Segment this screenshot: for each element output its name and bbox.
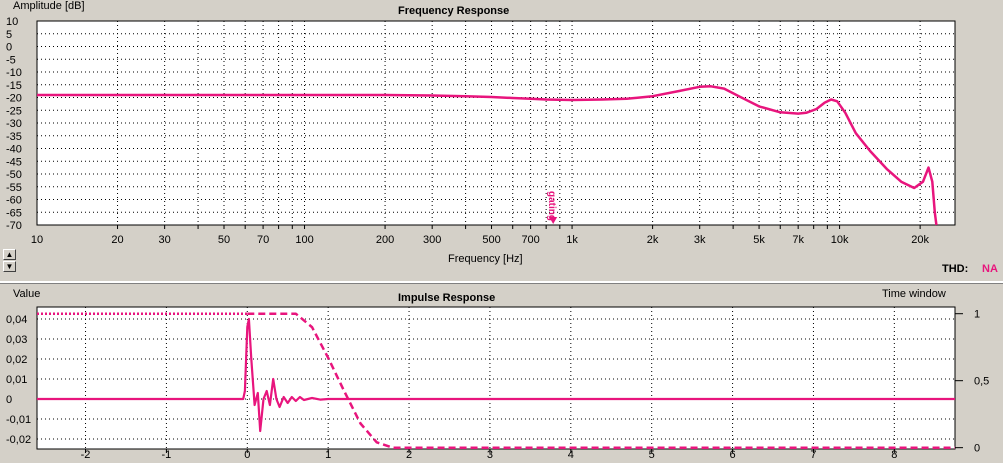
arrow-up-icon: ▲ [5, 250, 14, 259]
freq-ylabel: Amplitude [dB] [13, 0, 85, 12]
freq-y-tick: 0 [6, 42, 12, 54]
impulse-y2-tick: 0 [974, 443, 980, 455]
freq-x-tick: 5k [753, 234, 765, 246]
freq-y-tick: -5 [6, 54, 16, 66]
impulse-y-tick: 0,02 [6, 354, 27, 366]
impulse-y-tick: 0,04 [6, 314, 27, 326]
arrow-down-icon: ▼ [5, 262, 14, 271]
freq-y-tick: -70 [6, 220, 22, 232]
freq-x-tick: 30 [159, 234, 171, 246]
gating-marker-icon [549, 217, 558, 224]
freq-y-tick: -10 [6, 67, 22, 79]
freq-y-tick: -60 [6, 195, 22, 207]
freq-xlabel: Frequency [Hz] [448, 253, 523, 265]
impulse-x-tick: 2 [406, 449, 412, 461]
impulse-y2-tick: 0,5 [974, 376, 989, 388]
freq-response-line [37, 85, 938, 226]
impulse-x-tick: 8 [891, 449, 897, 461]
thd-value: NA [982, 263, 998, 275]
freq-x-tick: 200 [376, 234, 394, 246]
impulse-x-tick: 5 [649, 449, 655, 461]
impulse-response-line [37, 317, 955, 433]
thd-label: THD: [942, 263, 969, 275]
freq-y-tick: -30 [6, 118, 22, 130]
freq-x-tick: 10 [31, 234, 43, 246]
freq-x-tick: 20 [111, 234, 123, 246]
freq-x-tick: 100 [295, 234, 313, 246]
impulse-y-tick: 0 [6, 394, 12, 406]
freq-x-tick: 70 [257, 234, 269, 246]
freq-title: Frequency Response [398, 5, 510, 17]
freq-y-tick: 10 [6, 16, 18, 28]
freq-y-tick: -40 [6, 144, 22, 156]
freq-x-tick: 50 [218, 234, 230, 246]
freq-x-tick: 7k [792, 234, 804, 246]
impulse-y-tick: 0,03 [6, 334, 27, 346]
impulse-y2label: Time window [882, 288, 946, 300]
freq-y-tick: -50 [6, 169, 22, 181]
freq-x-tick: 1k [566, 234, 578, 246]
impulse-x-tick: -1 [162, 449, 172, 461]
impulse-x-tick: 3 [487, 449, 493, 461]
impulse-ylabel: Value [13, 288, 41, 300]
time-window-line-dashed [247, 312, 955, 449]
freq-y-tick: -65 [6, 207, 22, 219]
freq-x-tick: 3k [694, 234, 706, 246]
freq-y-tick: -15 [6, 80, 22, 92]
freq-y-tick: -35 [6, 131, 22, 143]
impulse-x-tick: 0 [244, 449, 250, 461]
freq-x-tick: 20k [911, 234, 929, 246]
impulse-y2-tick: 1 [974, 309, 980, 321]
impulse-y-tick: -0,01 [6, 414, 31, 426]
impulse-y-tick: 0,01 [6, 374, 27, 386]
impulse-x-tick: 4 [568, 449, 574, 461]
impulse-y-tick: -0,02 [6, 434, 31, 446]
impulse-plot-area [36, 306, 956, 450]
panel-splitter[interactable] [0, 281, 1003, 283]
freq-x-tick: 300 [423, 234, 441, 246]
impulse-x-tick: 6 [730, 449, 736, 461]
freq-y-tick: -25 [6, 105, 22, 117]
freq-x-tick: 500 [482, 234, 500, 246]
freq-x-tick: 2k [647, 234, 659, 246]
scroll-down-button[interactable]: ▼ [3, 261, 16, 272]
freq-y-tick: -45 [6, 156, 22, 168]
gating-label: gating [546, 191, 557, 221]
freq-x-tick: 700 [521, 234, 539, 246]
freq-x-tick: 10k [831, 234, 849, 246]
impulse-x-tick: -2 [81, 449, 91, 461]
freq-y-tick: 5 [6, 29, 12, 41]
scroll-up-button[interactable]: ▲ [3, 249, 16, 260]
freq-y-tick: -55 [6, 182, 22, 194]
freq-y-tick: -20 [6, 93, 22, 105]
impulse-x-tick: 7 [810, 449, 816, 461]
impulse-x-tick: 1 [325, 449, 331, 461]
impulse-title: Impulse Response [398, 292, 496, 304]
